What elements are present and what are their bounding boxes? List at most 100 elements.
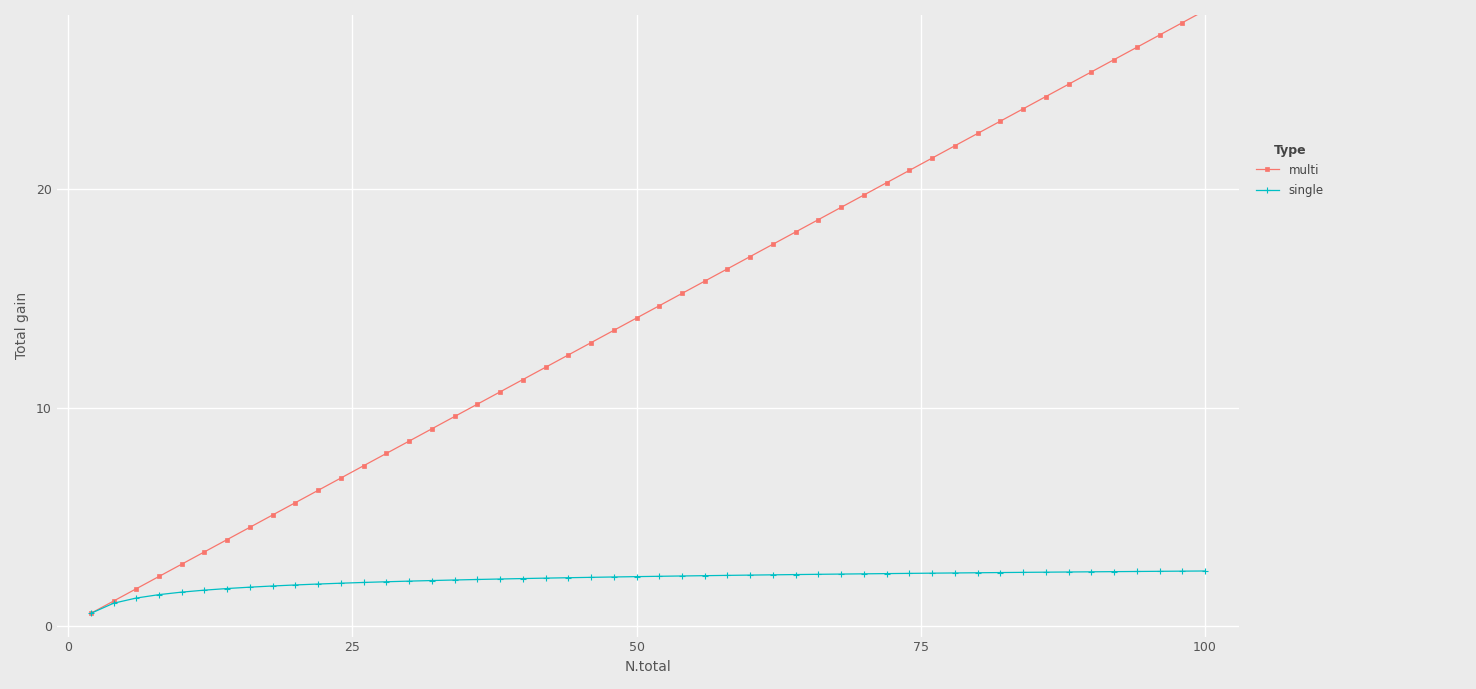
single [400,577,418,585]
multi [900,166,918,174]
multi [695,277,713,285]
multi [354,462,372,470]
single [196,586,214,595]
multi [218,535,236,544]
multi [605,326,623,334]
single [1196,567,1213,575]
single [492,575,509,583]
multi [1173,19,1191,27]
single [378,577,396,586]
multi [1106,56,1123,64]
single [1082,568,1100,576]
single [151,590,168,599]
single [900,569,918,577]
single [537,574,555,582]
single [1128,567,1145,575]
multi [968,130,986,138]
single [1106,568,1123,576]
multi [400,437,418,445]
single [719,571,737,579]
single [582,573,599,582]
multi [286,499,304,507]
multi [537,363,555,371]
multi [446,412,463,420]
single [310,580,328,588]
multi [559,351,577,359]
single [446,576,463,584]
multi [787,228,804,236]
single [673,572,691,580]
multi [765,240,782,248]
single [741,571,759,579]
Y-axis label: Total gain: Total gain [15,292,30,360]
single [627,573,645,581]
X-axis label: N.total: N.total [624,660,672,674]
single [787,570,804,579]
single [218,584,236,593]
multi [241,523,258,531]
single [105,599,123,608]
single [946,569,964,577]
single [83,609,100,617]
single [559,573,577,582]
single [1060,568,1077,576]
single [286,581,304,589]
multi [332,474,350,482]
multi [1151,31,1169,39]
multi [310,486,328,495]
multi [105,597,123,605]
multi [1196,6,1213,14]
single [514,575,531,583]
Line: multi: multi [89,8,1207,615]
single [605,573,623,581]
single [1038,568,1055,576]
multi [83,609,100,617]
single [332,579,350,587]
single [924,569,942,577]
multi [832,203,850,212]
multi [127,585,145,593]
Line: single: single [87,568,1209,617]
single [651,572,669,580]
multi [992,117,1010,125]
single [173,588,190,596]
single [878,570,896,578]
multi [424,424,441,433]
single [1014,568,1032,577]
single [968,568,986,577]
multi [468,400,486,409]
single [241,583,258,591]
Legend: multi, single: multi, single [1252,139,1328,202]
single [354,578,372,586]
single [765,570,782,579]
multi [196,548,214,556]
multi [1128,43,1145,52]
single [424,577,441,585]
single [992,568,1010,577]
multi [1038,92,1055,101]
multi [151,573,168,581]
multi [378,449,396,457]
single [1151,567,1169,575]
multi [627,314,645,322]
multi [582,338,599,347]
single [809,570,827,579]
multi [741,252,759,260]
multi [264,511,282,519]
single [264,582,282,590]
single [1173,567,1191,575]
multi [1060,80,1077,88]
multi [492,388,509,396]
multi [946,142,964,150]
multi [878,178,896,187]
single [855,570,872,578]
single [127,594,145,602]
multi [173,560,190,568]
single [468,575,486,584]
single [832,570,850,578]
multi [1014,105,1032,113]
multi [1082,68,1100,76]
multi [514,376,531,384]
multi [719,265,737,273]
multi [651,302,669,310]
